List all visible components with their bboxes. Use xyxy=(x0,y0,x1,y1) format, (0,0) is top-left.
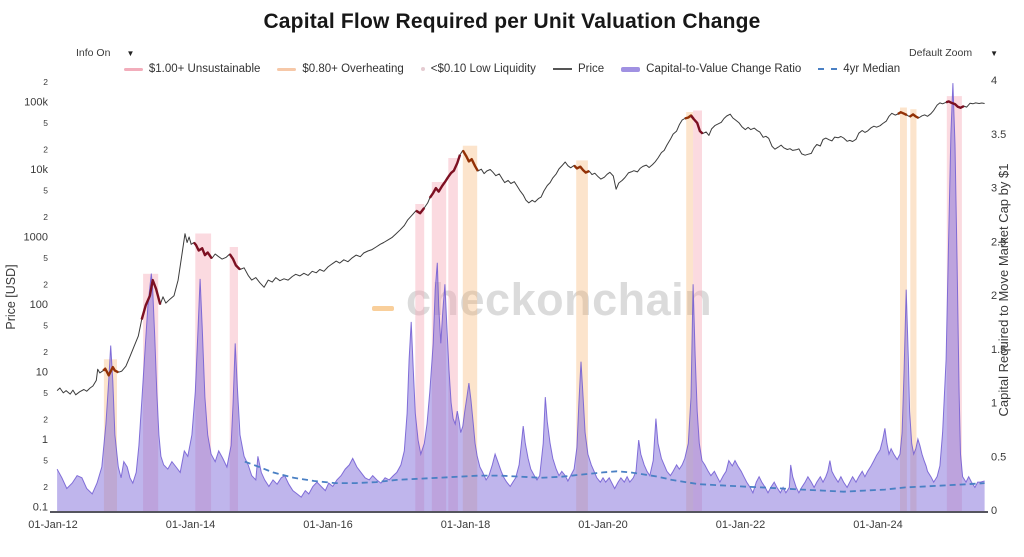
axis-tick-label: 5 xyxy=(43,388,48,398)
price-hot-segment xyxy=(192,241,213,260)
axis-tick-label: 100 xyxy=(30,299,48,311)
legend-marker-icon xyxy=(277,67,297,71)
band-overheating xyxy=(686,112,694,511)
axis-tick-label: 5 xyxy=(43,253,48,263)
info-on-dropdown[interactable]: Info On ▼ xyxy=(76,47,134,59)
axis-tick-label: 0.1 xyxy=(33,502,48,514)
band-overheating xyxy=(910,109,917,511)
axis-tick-label: 5 xyxy=(43,185,48,195)
axis-tick-label: 10 xyxy=(36,367,48,379)
legend-item-4[interactable]: Capital-to-Value Change Ratio xyxy=(621,63,801,75)
median-line-series xyxy=(244,460,985,493)
axis-tick-label: 4 xyxy=(991,75,997,87)
legend-marker-icon xyxy=(818,68,838,70)
chevron-down-icon: ▼ xyxy=(990,48,998,58)
price-hot-segment xyxy=(908,113,920,120)
price-hot-segment xyxy=(140,278,162,320)
info-on-label: Info On xyxy=(76,47,111,59)
default-zoom-dropdown[interactable]: Default Zoom ▼ xyxy=(909,47,998,59)
axis-tick-label: 01-Jan-16 xyxy=(303,519,353,531)
legend-marker-icon xyxy=(123,67,143,71)
axis-tick-label: 0.5 xyxy=(991,451,1006,463)
axis-tick-label: 01-Jan-18 xyxy=(441,519,491,531)
axis-tick-label: 2 xyxy=(43,347,48,357)
axis-tick-label: 01-Jan-24 xyxy=(853,519,903,531)
watermark-text: checkonchain xyxy=(406,274,713,325)
legend-marker-icon xyxy=(420,67,425,71)
axis-tick-label: 2.5 xyxy=(991,236,1006,248)
axis-tick-label: 3.5 xyxy=(991,129,1006,141)
chart-legend: $1.00+ Unsustainable $0.80+ Overheating <$… xyxy=(0,63,1024,75)
ratio-area-series xyxy=(57,83,985,511)
axis-tick-label: 2 xyxy=(43,145,48,155)
price-hot-segment xyxy=(102,365,119,377)
axis-tick-label: 10k xyxy=(30,164,48,176)
axis-tick-label: 2 xyxy=(43,482,48,492)
legend-item-2[interactable]: <$0.10 Low Liquidity xyxy=(420,63,536,75)
axis-tick-label: 2 xyxy=(991,290,997,302)
axis-tick-label: 1000 xyxy=(24,232,48,244)
band-overheating xyxy=(576,160,588,511)
axis-tick-label: 1 xyxy=(991,398,997,410)
axis-tick-label: 100k xyxy=(24,97,48,109)
axis-tick-label: 5 xyxy=(43,320,48,330)
axis-tick-label: 01-Jan-22 xyxy=(716,519,766,531)
legend-item-1[interactable]: $0.80+ Overheating xyxy=(277,63,404,75)
price-hot-segment xyxy=(461,149,479,172)
legend-label: Capital-to-Value Change Ratio xyxy=(646,63,802,75)
legend-label: Price xyxy=(577,63,605,75)
band-unsustainable xyxy=(693,110,702,511)
band-unsustainable xyxy=(415,204,425,511)
legend-marker-icon xyxy=(621,66,641,72)
axis-tick-label: 2 xyxy=(43,280,48,290)
axis-tick-label: 0 xyxy=(991,505,997,517)
price-hot-segment xyxy=(228,253,241,271)
y-right-axis-title: Capital Required to Move Market Cap by $… xyxy=(996,164,1011,417)
y-left-axis-title: Price [USD] xyxy=(4,264,18,329)
legend-marker-icon xyxy=(552,68,572,70)
axis-tick-label: 2 xyxy=(43,212,48,222)
band-unsustainable xyxy=(448,158,458,511)
price-hot-segment xyxy=(690,114,704,135)
axis-tick-label: 2 xyxy=(43,415,48,425)
legend-label: $1.00+ Unsustainable xyxy=(148,63,261,75)
price-hot-segment xyxy=(428,176,450,199)
legend-label: 4yr Median xyxy=(843,63,901,75)
axis-tick-label: 5 xyxy=(43,455,48,465)
axis-tick-label: 01-Jan-20 xyxy=(578,519,628,531)
axis-tick-label: 2 xyxy=(43,77,48,87)
page-title: Capital Flow Required per Unit Valuation… xyxy=(263,10,761,33)
price-hot-segment xyxy=(415,207,426,215)
watermark: checkonchain xyxy=(372,274,712,326)
legend-item-3[interactable]: Price xyxy=(552,63,605,75)
price-hot-segment xyxy=(897,110,908,117)
axis-tick-label: 5 xyxy=(43,118,48,128)
chevron-down-icon: ▼ xyxy=(126,48,135,58)
ratio-area-outline xyxy=(56,83,985,498)
legend-label: $0.80+ Overheating xyxy=(302,63,404,75)
legend-label: <$0.10 Low Liquidity xyxy=(430,63,536,75)
price-hot-segment xyxy=(447,154,462,178)
axis-tick-label: 01-Jan-12 xyxy=(28,519,78,531)
legend-item-5[interactable]: 4yr Median xyxy=(818,63,900,75)
price-hot-segment xyxy=(573,164,590,174)
price-hot-segment xyxy=(945,100,965,110)
default-zoom-label: Default Zoom xyxy=(909,47,973,59)
axis-tick-label: 1 xyxy=(42,434,48,446)
watermark-dash-icon xyxy=(372,305,394,311)
axis-tick-label: 3 xyxy=(991,183,997,195)
axis-tick-label: 01-Jan-14 xyxy=(166,519,216,531)
legend-item-0[interactable]: $1.00+ Unsustainable xyxy=(123,63,261,75)
axis-tick-label: 1.5 xyxy=(991,344,1006,356)
band-overheating xyxy=(900,107,907,511)
